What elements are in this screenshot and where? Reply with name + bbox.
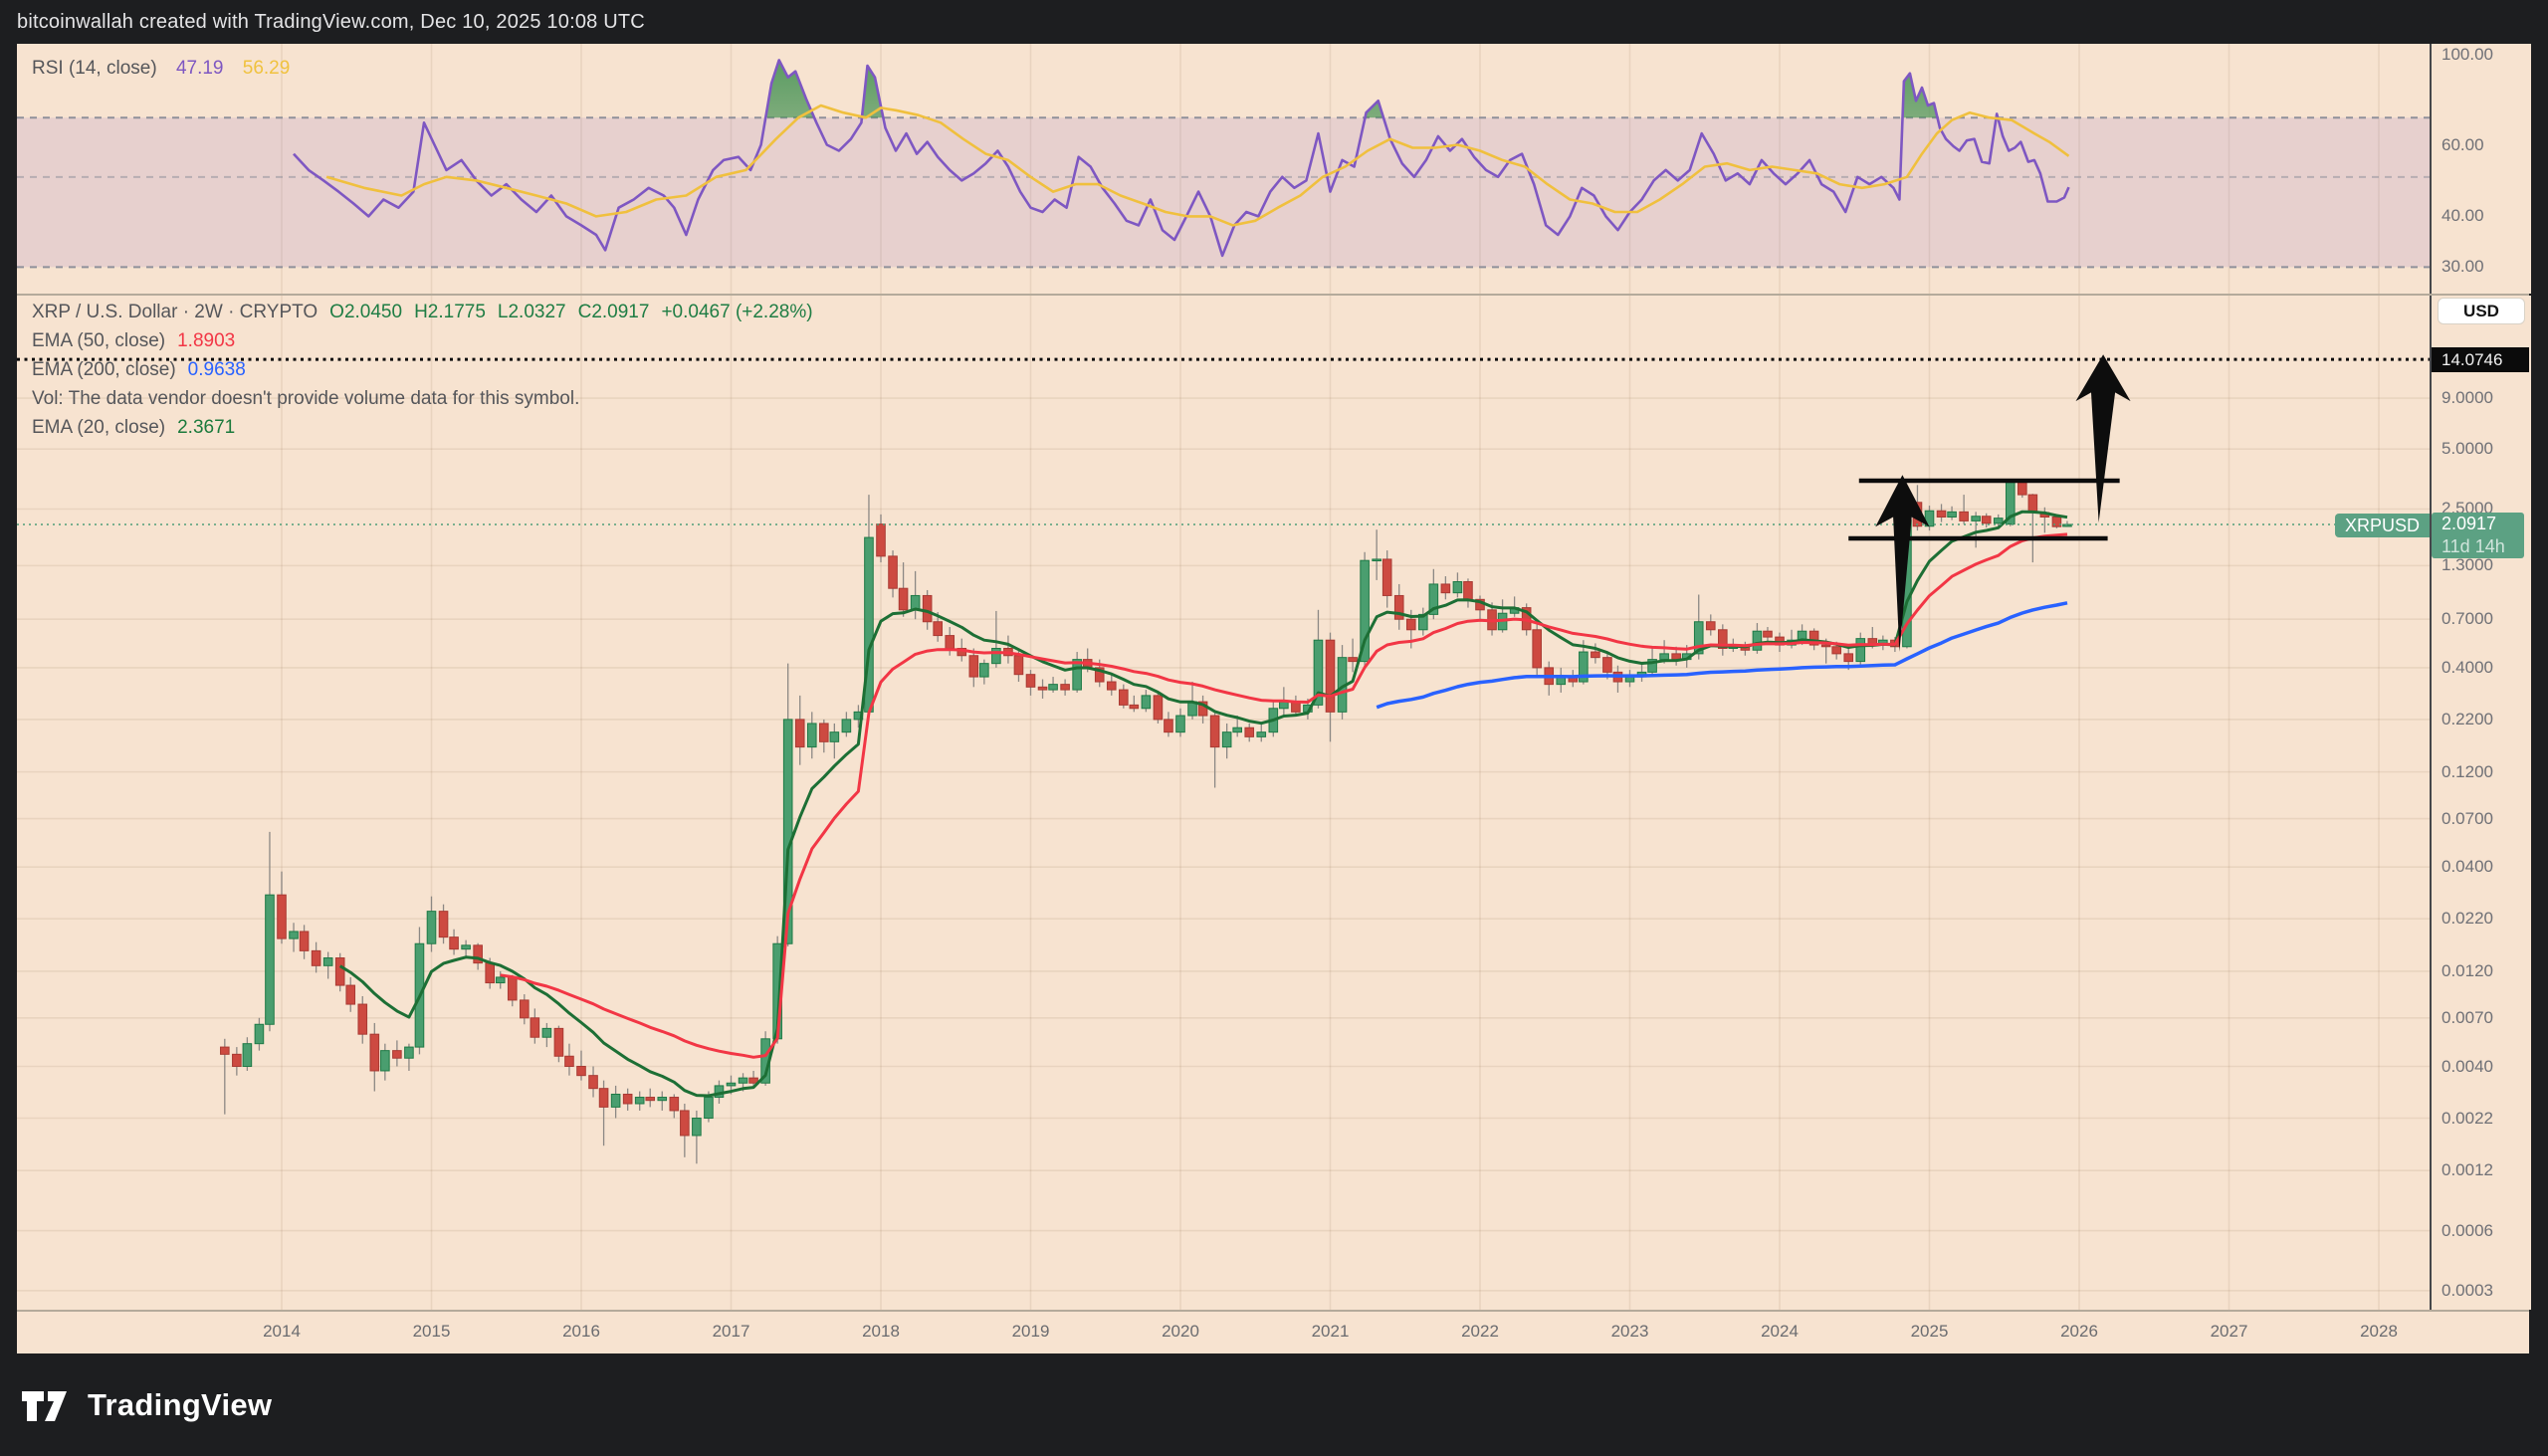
candlestick-series — [220, 482, 2072, 1137]
legend-text: +0.0467 (+2.28%) — [661, 302, 813, 322]
candle-wicks — [224, 480, 2068, 1164]
currency-toggle-button[interactable]: USD — [2438, 298, 2525, 324]
ema-line-23 — [500, 532, 2068, 1059]
legend-text: 2.3671 — [177, 417, 236, 438]
ema-line-120 — [1376, 601, 2068, 710]
rsi-axis-tick: 40.00 — [2442, 206, 2484, 226]
tradingview-logo-icon[interactable] — [20, 1383, 72, 1427]
legend-text: EMA (200, close) — [32, 359, 176, 380]
price-plot — [17, 296, 2430, 1310]
price-axis-tick: 5.0000 — [2442, 439, 2493, 459]
time-axis-year-label: 2015 — [412, 1322, 451, 1341]
price-axis-tick: 0.0040 — [2442, 1056, 2493, 1076]
price-level-label: 14.0746 — [2432, 347, 2529, 373]
time-axis-year-label: 2021 — [1311, 1322, 1350, 1341]
legend-text: 0.9638 — [187, 359, 246, 380]
time-axis-year-label: 2025 — [1910, 1322, 1949, 1341]
price-axis-tick: 0.0012 — [2442, 1160, 2493, 1180]
price-axis-tick: 9.0000 — [2442, 388, 2493, 408]
rsi-ma-line — [325, 104, 2070, 227]
price-axis-tick: 0.0022 — [2442, 1108, 2493, 1128]
legend-row: EMA (50, close) 1.8903 — [32, 330, 247, 352]
tradingview-wordmark[interactable]: TradingView — [88, 1386, 273, 1422]
footer-bar: TradingView — [0, 1353, 2548, 1456]
rsi-legend-label: RSI (14, close) — [32, 58, 157, 79]
legend-row: EMA (200, close) 0.9638 — [32, 359, 258, 381]
legend-text: C2.0917 — [577, 302, 650, 322]
bar-countdown: 11d 14h — [2442, 536, 2505, 556]
legend-text: Vol: The data vendor doesn't provide vol… — [32, 388, 580, 409]
rsi-ma-value: 56.29 — [242, 58, 291, 79]
price-axis-tick: 1.3000 — [2442, 555, 2493, 575]
time-axis-year-label: 2016 — [562, 1322, 600, 1341]
drawn-up-arrow — [1875, 475, 1930, 652]
rsi-price-axis[interactable]: 100.00 60.00 40.00 30.00 — [2430, 44, 2531, 294]
legend-row: Vol: The data vendor doesn't provide vol… — [32, 388, 591, 410]
legend-text: L2.0327 — [497, 302, 566, 322]
symbol-price-badge: XRPUSD — [2335, 514, 2430, 537]
chart-title-bar: bitcoinwallah created with TradingView.c… — [0, 0, 2548, 44]
last-price: 2.0917 — [2442, 514, 2497, 533]
time-axis-year-label: 2026 — [2060, 1322, 2098, 1341]
main-price-axis[interactable]: 9.0000 5.0000 2.5000 1.3000 0.7000 0.4000 0.22… — [2430, 296, 2531, 1310]
main-price-pane[interactable] — [17, 296, 2529, 1312]
drawn-up-arrow — [2075, 354, 2131, 522]
legend-text: EMA (20, close) — [32, 417, 166, 438]
time-axis-year-label: 2024 — [1761, 1322, 1799, 1341]
rsi-legend: RSI (14, close) 47.19 56.29 — [32, 58, 290, 80]
rsi-value: 47.19 — [175, 58, 224, 79]
price-axis-tick: 0.0700 — [2442, 808, 2493, 828]
time-axis-year-label: 2014 — [263, 1322, 301, 1341]
rsi-axis-tick: 30.00 — [2442, 257, 2484, 277]
price-axis-tick: 0.0070 — [2442, 1007, 2493, 1027]
price-axis-tick: 0.0006 — [2442, 1220, 2493, 1240]
legend-text: O2.0450 — [329, 302, 403, 322]
time-axis-year-label: 2018 — [862, 1322, 900, 1341]
price-axis-tick: 0.0120 — [2442, 960, 2493, 980]
legend-row: XRP / U.S. Dollar · 2W · CRYPTO O2.0450 H2… — [32, 302, 825, 323]
price-axis-tick: 0.2200 — [2442, 709, 2493, 728]
price-axis-tick: 0.1200 — [2442, 761, 2493, 781]
rsi-line — [293, 59, 2070, 258]
time-axis[interactable]: 2014 2015 2016 2017 2018 2019 2020 2021 2022 2023… — [17, 1312, 2529, 1353]
rsi-indicator-pane[interactable] — [17, 44, 2529, 296]
time-axis-year-label: 2022 — [1461, 1322, 1499, 1341]
legend-row: EMA (20, close) 2.3671 — [32, 417, 247, 439]
rsi-axis-tick: 100.00 — [2442, 45, 2493, 64]
time-axis-year-label: 2017 — [712, 1322, 750, 1341]
time-axis-year-label: 2028 — [2360, 1322, 2398, 1341]
watermark-title: bitcoinwallah created with TradingView.c… — [17, 10, 645, 33]
price-axis-tick: 0.7000 — [2442, 609, 2493, 629]
legend-text: H2.1775 — [414, 302, 486, 322]
price-axis-tick: 0.0003 — [2442, 1280, 2493, 1300]
rsi-plot — [17, 44, 2430, 294]
last-price-badge: 2.0917 11d 14h — [2432, 513, 2524, 558]
time-axis-year-label: 2019 — [1011, 1322, 1050, 1341]
time-axis-year-label: 2023 — [1610, 1322, 1649, 1341]
price-axis-tick: 0.0400 — [2442, 857, 2493, 877]
rsi-axis-tick: 60.00 — [2442, 134, 2484, 154]
legend-text: 1.8903 — [177, 330, 236, 351]
price-axis-tick: 0.0220 — [2442, 909, 2493, 929]
time-axis-year-label: 2020 — [1162, 1322, 1199, 1341]
legend-text: EMA (50, close) — [32, 330, 166, 351]
legend-text: XRP / U.S. Dollar · 2W · CRYPTO — [32, 302, 318, 322]
time-axis-year-label: 2027 — [2210, 1322, 2248, 1341]
price-axis-tick: 0.4000 — [2442, 657, 2493, 677]
